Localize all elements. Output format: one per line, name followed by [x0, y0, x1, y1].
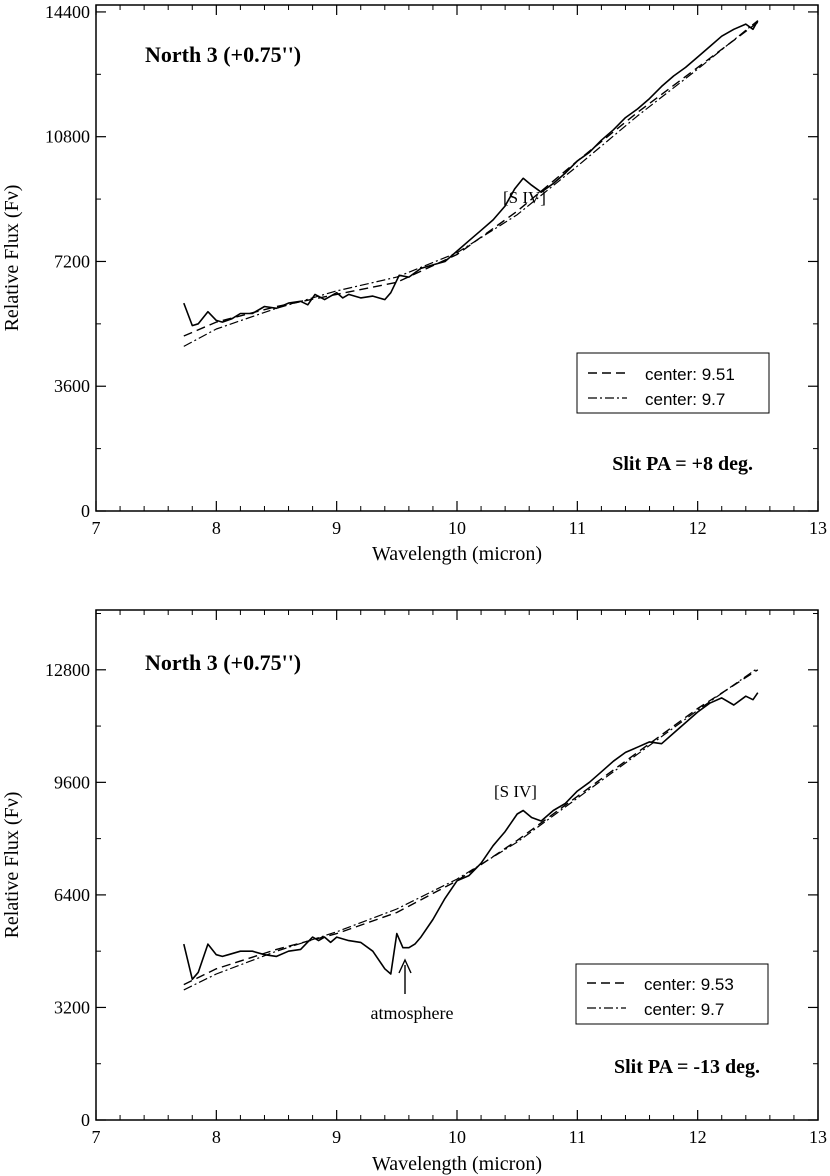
- x-tick-label: 12: [689, 1127, 707, 1147]
- series-line-center-9-7-top: [183, 20, 759, 347]
- ticks-top: [95, 5, 819, 512]
- y-axis-label-bottom: Relative Flux (Fν): [1, 792, 23, 939]
- y-tick-label: 0: [81, 501, 90, 521]
- series-top: [183, 20, 759, 347]
- x-tick-label: 11: [569, 1127, 586, 1147]
- atmosphere-arrow-head: [398, 958, 412, 974]
- series-line-observed-bottom: [183, 692, 759, 981]
- annotation-siv-bottom: [S IV]: [494, 782, 537, 801]
- y-tick-label: 12800: [45, 660, 90, 680]
- x-tick-label: 10: [448, 518, 466, 538]
- y-tick-label: 3200: [54, 997, 90, 1017]
- series-line-center-9-51-top: [183, 21, 759, 337]
- x-tick-label: 7: [92, 1127, 101, 1147]
- x-tick-label: 13: [809, 1127, 827, 1147]
- legend-box-top: [576, 352, 770, 414]
- series-bottom: [183, 667, 759, 991]
- x-tick-label: 9: [332, 1127, 341, 1147]
- legend-entry-1-top: center: 9.51: [645, 365, 735, 384]
- legend-entry-1-bottom: center: 9.53: [644, 975, 734, 994]
- chart-panel-bottom: 7 8 9 10 11 12 13 0 3200 6400 9600 12800 North 3 (+…: [1, 609, 827, 1175]
- x-axis-label-top: Wavelength (micron): [372, 543, 542, 565]
- x-tick-label: 9: [332, 518, 341, 538]
- legend-top: center: 9.51 center: 9.7: [576, 352, 770, 414]
- chart-panel-top: 7 8 9 10 11 12 13 0 3600 7200 10800 14400 North 3 (…: [1, 2, 827, 565]
- y-tick-label: 6400: [54, 885, 90, 905]
- x-tick-label: 10: [448, 1127, 466, 1147]
- x-tick-label: 8: [212, 1127, 221, 1147]
- y-tick-label: 10800: [45, 127, 90, 147]
- legend-entry-2-top: center: 9.7: [645, 390, 725, 409]
- x-axis-label-bottom: Wavelength (micron): [372, 1153, 542, 1175]
- panel-title-top: North 3 (+0.75''): [145, 42, 301, 67]
- series-line-center-9-53-bottom: [183, 669, 759, 986]
- legend-box-bottom: [575, 963, 769, 1025]
- x-tick-label: 12: [689, 518, 707, 538]
- y-tick-label: 14400: [45, 2, 90, 22]
- tick-labels-top: 7 8 9 10 11 12 13 0 3600 7200 10800 14400: [45, 2, 827, 538]
- x-tick-label: 11: [569, 518, 586, 538]
- x-tick-label: 8: [212, 518, 221, 538]
- y-tick-label: 0: [81, 1110, 90, 1130]
- y-tick-label: 7200: [54, 251, 90, 271]
- panel-title-bottom: North 3 (+0.75''): [145, 650, 301, 675]
- y-tick-label: 3600: [54, 376, 90, 396]
- legend-bottom: center: 9.53 center: 9.7: [575, 963, 769, 1025]
- slit-pa-label-bottom: Slit PA = -13 deg.: [614, 1056, 760, 1078]
- plot-frame-bottom: [95, 609, 819, 1121]
- y-axis-label-top: Relative Flux (Fν): [1, 185, 23, 332]
- tick-labels-bottom: 7 8 9 10 11 12 13 0 3200 6400 9600 12800: [45, 660, 827, 1147]
- x-tick-label: 13: [809, 518, 827, 538]
- slit-pa-label-top: Slit PA = +8 deg.: [612, 453, 753, 475]
- series-line-observed-top: [183, 20, 759, 327]
- series-line-center-9-7-bottom: [183, 667, 759, 991]
- annotation-atmosphere: atmosphere: [371, 1003, 454, 1023]
- y-tick-label: 9600: [54, 772, 90, 792]
- ticks-bottom: [95, 610, 819, 1121]
- annotation-siv-top: [S IV]: [503, 188, 546, 207]
- legend-entry-2-bottom: center: 9.7: [644, 1000, 724, 1019]
- atmosphere-arrow: [398, 958, 412, 994]
- x-tick-label: 7: [92, 518, 101, 538]
- plot-frame-top: [95, 4, 819, 512]
